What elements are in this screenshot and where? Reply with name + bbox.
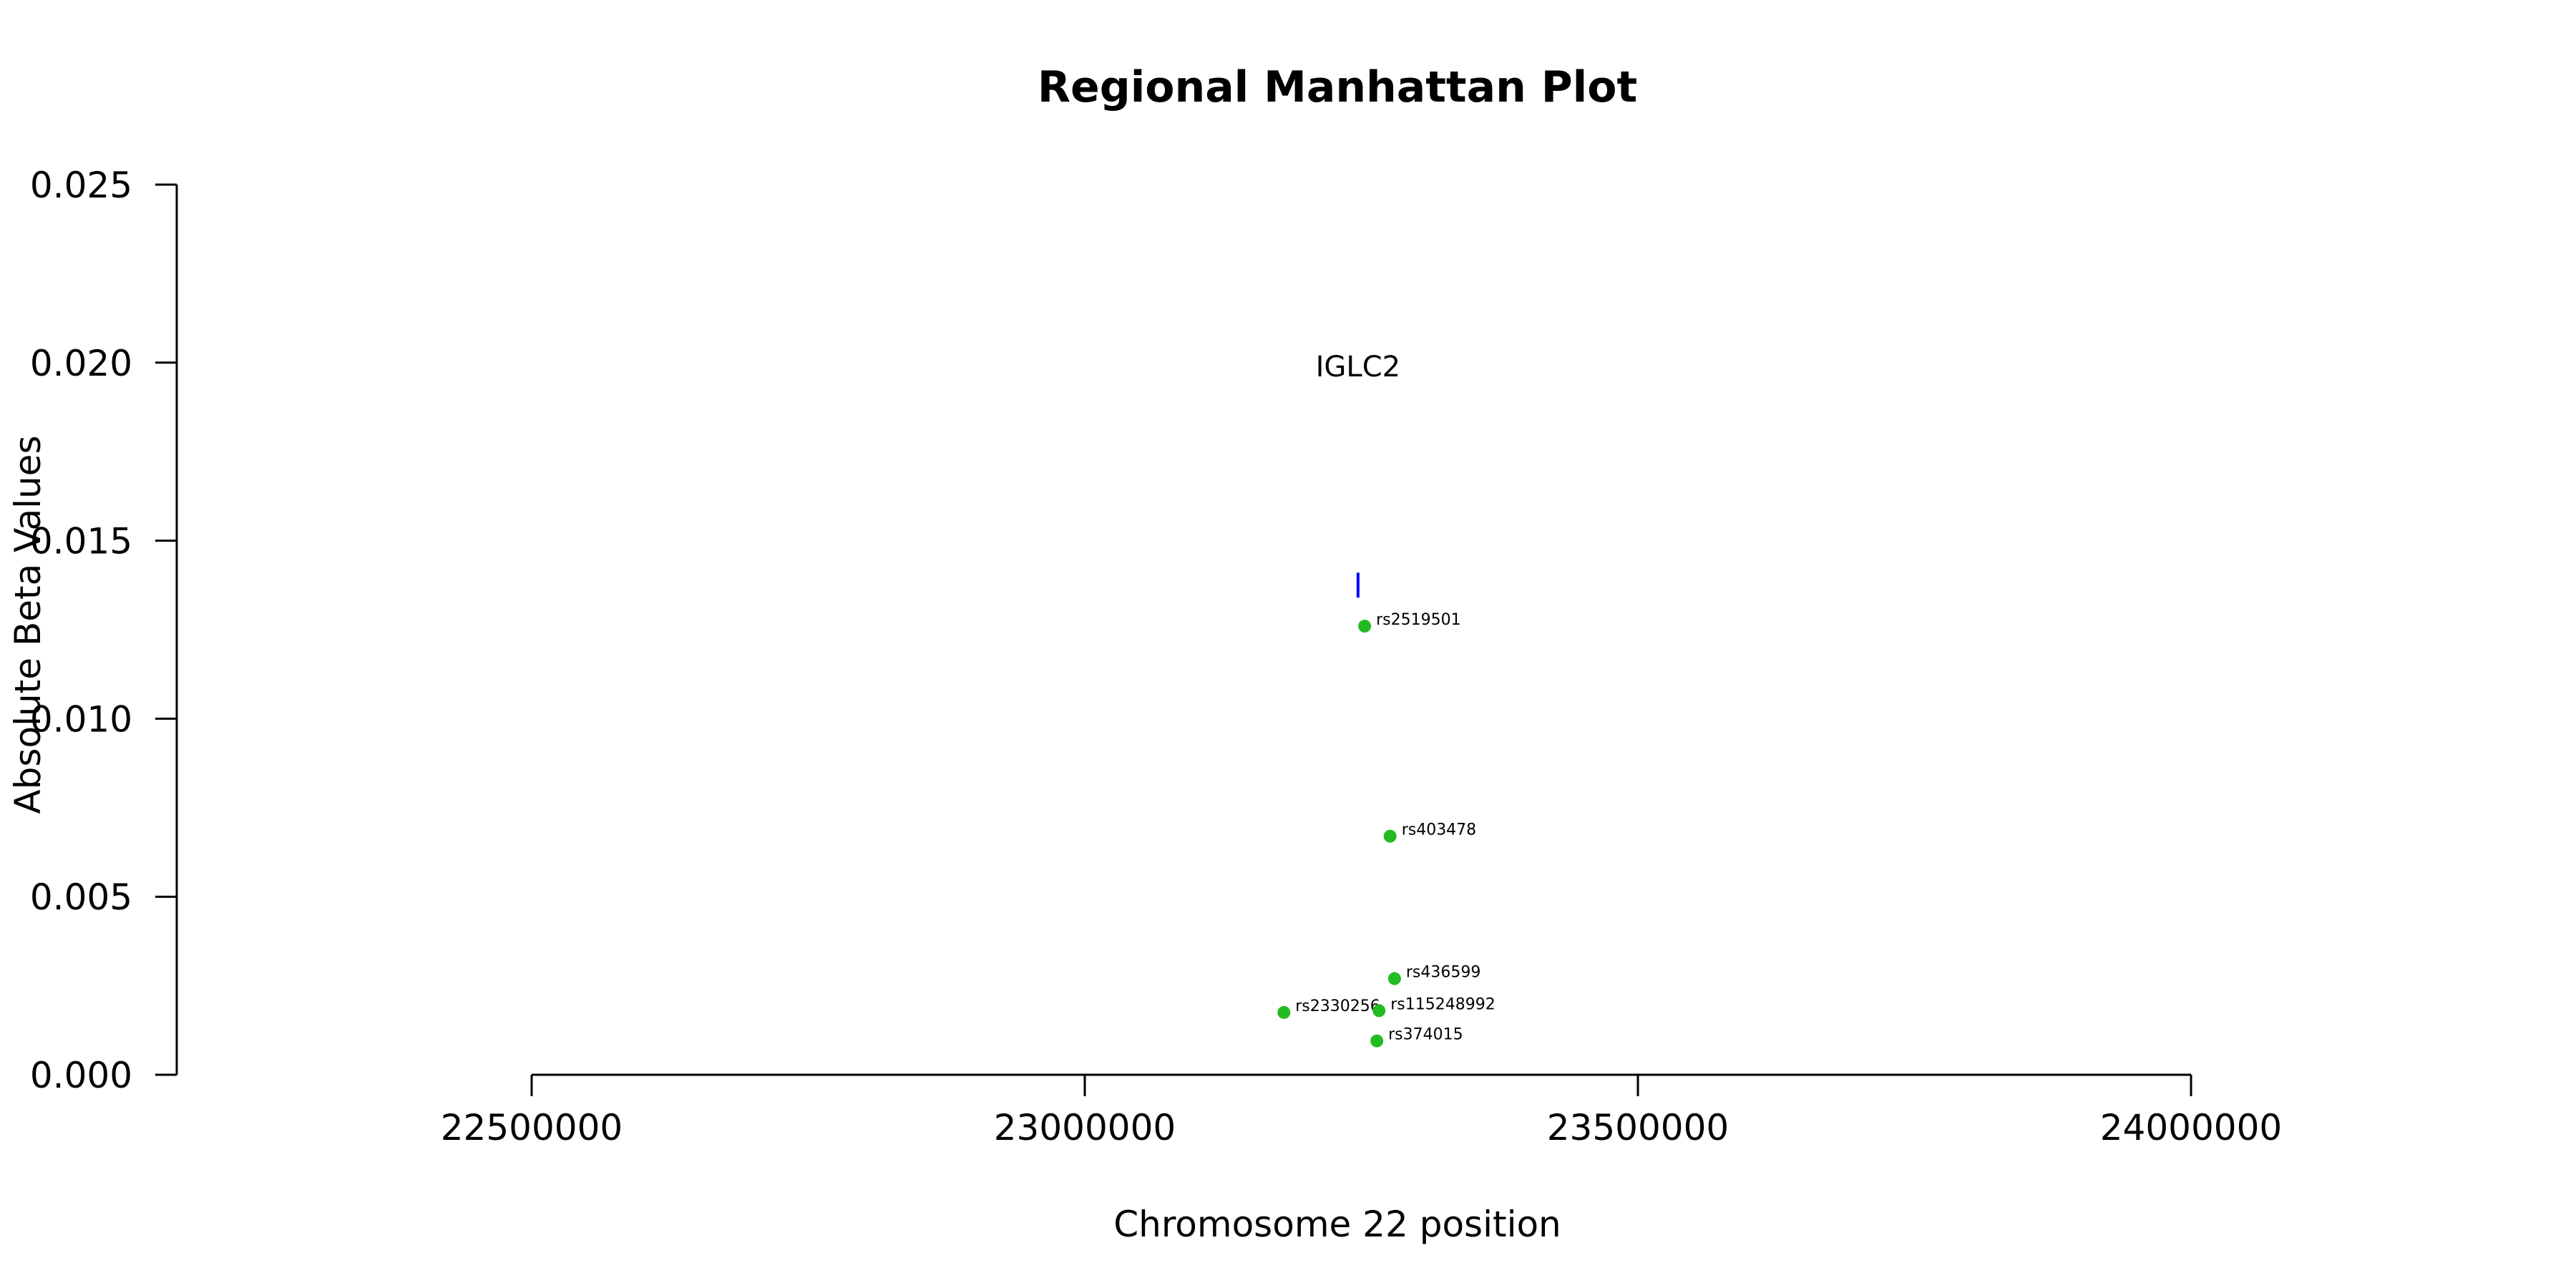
chart-title: Regional Manhattan Plot [1038,62,1637,112]
y-axis: 0.000 0.005 0.010 0.015 0.020 0.025 [30,165,178,1096]
snp-point [1387,972,1401,985]
x-tick-label: 24000000 [2100,1107,2283,1148]
snp-point [1370,1034,1384,1048]
x-tick-label: 22500000 [441,1107,623,1148]
gene-annotations: IGLC2 [1316,351,1400,598]
x-tick-label: 23000000 [994,1107,1176,1148]
snp-point [1372,1004,1386,1018]
snp-label: rs115248992 [1390,995,1495,1013]
x-axis-label: Chromosome 22 position [1113,1204,1561,1245]
x-tick-label: 23500000 [1547,1107,1729,1148]
y-tick-label: 0.005 [30,877,132,918]
x-axis: 22500000 23000000 23500000 24000000 [441,1073,2283,1148]
snp-points: rs2519501 rs403478 rs436599 rs2330256 rs1152… [1277,611,1496,1048]
snp-label: rs2330256 [1295,997,1380,1015]
snp-point [1277,1005,1291,1019]
snp-label: rs403478 [1402,821,1477,839]
y-tick-label: 0.020 [30,343,132,384]
snp-label: rs436599 [1406,964,1480,982]
snp-point [1358,620,1372,633]
gene-label: IGLC2 [1316,351,1400,384]
y-tick-label: 0.000 [30,1055,132,1096]
y-tick-label: 0.025 [30,165,132,206]
y-axis-label: Absolute Beta Values [7,436,49,814]
y-tick-label: 0.015 [30,521,132,562]
snp-label: rs2519501 [1376,611,1461,629]
snp-label: rs374015 [1388,1026,1463,1044]
snp-point [1383,829,1397,843]
y-tick-label: 0.010 [30,698,132,740]
